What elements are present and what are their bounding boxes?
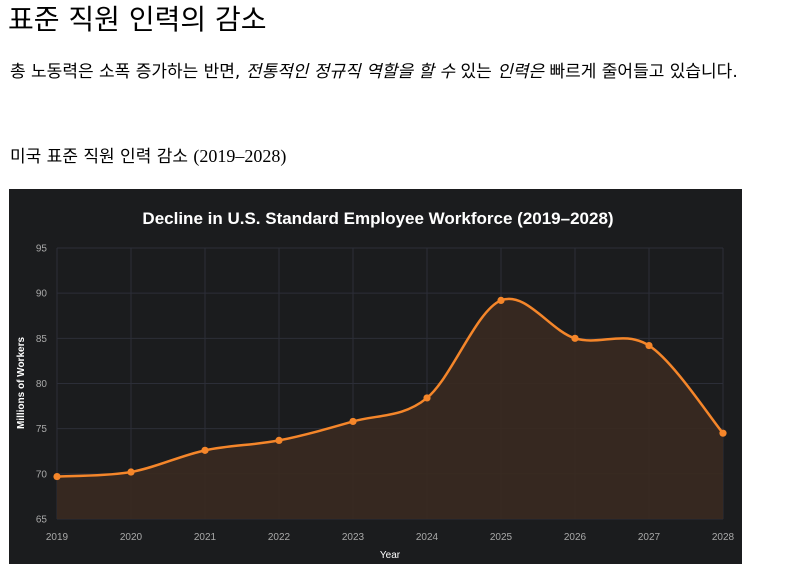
data-point: [275, 436, 283, 445]
y-tick-label: 75: [36, 424, 48, 435]
chart-container: 2019 2020 2021 2022 2023 2024 2025 2026 2027 2028…: [9, 189, 742, 564]
y-axis-ticks: 65 70 75 80 85 90 95: [36, 244, 48, 526]
y-tick-label: 70: [36, 469, 48, 480]
intro-text-end: 빠르게 줄어들고 있습니다.: [544, 62, 738, 82]
page-title: 표준 직원 인력의 감소: [8, 3, 267, 36]
intro-text-middle: 있는: [455, 62, 498, 82]
y-tick-label: 95: [36, 244, 48, 255]
x-axis-ticks: 2019 2020 2021 2022 2023 2024 2025 2026 2027 2028: [46, 532, 735, 543]
chart-caption-text: 미국 표준 직원 인력 감소: [10, 147, 194, 167]
x-tick-label: 2025: [490, 532, 513, 543]
x-tick-label: 2022: [268, 532, 291, 543]
data-point: [53, 472, 61, 481]
x-tick-label: 2021: [194, 532, 217, 543]
x-tick-label: 2028: [712, 532, 735, 543]
data-point: [201, 446, 209, 454]
chart-caption: 미국 표준 직원 인력 감소 (2019–2028): [10, 143, 286, 170]
y-axis-label: Millions of Workers: [16, 337, 27, 429]
intro-italic-regular-roles: 전통적인 정규직 역할을 할 수: [245, 62, 456, 82]
data-point: [719, 429, 727, 437]
data-point: [349, 417, 357, 426]
intro-paragraph: 총 노동력은 소폭 증가하는 반면, 전통적인 정규직 역할을 할 수 있는 인…: [10, 57, 750, 87]
x-axis-label: Year: [380, 550, 401, 561]
line-chart: 2019 2020 2021 2022 2023 2024 2025 2026 2027 2028…: [16, 209, 735, 561]
x-tick-label: 2019: [46, 532, 69, 543]
series-line: [56, 297, 724, 478]
x-tick-label: 2024: [416, 532, 439, 543]
y-tick-label: 85: [36, 334, 48, 345]
data-point: [645, 341, 653, 350]
data-point: [571, 334, 579, 342]
intro-text-start: 총 노동력은 소폭 증가하는 반면,: [10, 62, 246, 82]
intro-italic-workforce: 인력은: [497, 62, 545, 82]
series-points: [53, 296, 727, 481]
chart-title: Decline in U.S. Standard Employee Workfo…: [142, 209, 613, 228]
data-point: [127, 468, 135, 476]
y-tick-label: 65: [36, 515, 48, 526]
chart-caption-years: (2019–2028): [193, 146, 287, 166]
series-area: [57, 298, 723, 519]
y-tick-label: 80: [36, 379, 48, 390]
x-tick-label: 2027: [638, 532, 661, 543]
data-point: [497, 296, 505, 304]
x-tick-label: 2026: [564, 532, 587, 543]
x-tick-label: 2020: [120, 532, 143, 543]
data-point: [423, 394, 431, 402]
y-tick-label: 90: [36, 289, 48, 300]
x-tick-label: 2023: [342, 532, 365, 543]
